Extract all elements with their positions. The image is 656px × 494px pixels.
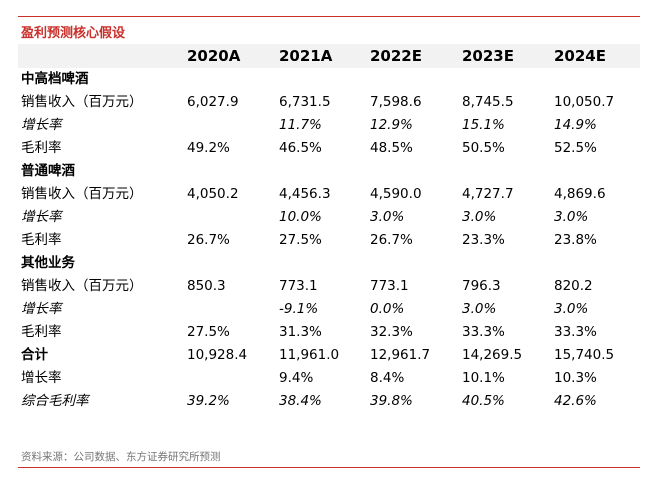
table-cell: 4,727.7 [462, 186, 514, 202]
table-cell: 7,598.6 [370, 94, 422, 110]
table-cell: 820.2 [554, 278, 593, 294]
table-cell: 15,740.5 [554, 347, 615, 363]
table-cell: 3.0% [554, 209, 589, 225]
table-cell: 27.5% [279, 232, 322, 248]
table-cell: 12,961.7 [370, 347, 431, 363]
row-label: 中高档啤酒 [21, 71, 89, 87]
table-cell: 14.9% [554, 117, 597, 133]
table-row: 其他业务 [18, 252, 640, 275]
table-cell: 8.4% [370, 370, 405, 386]
table-cell: 15.1% [462, 117, 505, 133]
table-cell: 32.3% [370, 324, 413, 340]
table-title: 盈利预测核心假设 [21, 26, 126, 41]
table-cell: 773.1 [279, 278, 318, 294]
table-cell: 27.5% [187, 324, 230, 340]
forecast-table: 2020A 2021A 2022E 2023E 2024E 中高档啤酒销售收入（… [18, 44, 640, 413]
table-row: 增长率 -9.1% 0.0% 3.0% 3.0% [18, 298, 640, 321]
table-cell: 33.3% [554, 324, 597, 340]
table-cell: 42.6% [554, 393, 597, 409]
table-cell: 0.0% [370, 301, 405, 317]
row-label: 销售收入（百万元） [21, 94, 143, 110]
table-cell: 39.8% [370, 393, 413, 409]
row-label: 毛利率 [21, 324, 62, 340]
table-cell: 10.3% [554, 370, 597, 386]
table-row: 中高档啤酒 [18, 68, 640, 91]
table-cell: 796.3 [462, 278, 501, 294]
table-cell: 773.1 [370, 278, 409, 294]
table-cell: 33.3% [462, 324, 505, 340]
table-cell: 26.7% [187, 232, 230, 248]
table-cell: 3.0% [554, 301, 589, 317]
table-cell: 46.5% [279, 140, 322, 156]
table-cell: 38.4% [279, 393, 322, 409]
row-label: 销售收入（百万元） [21, 278, 143, 294]
row-label: 增长率 [21, 209, 62, 225]
table-cell: 6,027.9 [187, 94, 239, 110]
column-header: 2020A [187, 47, 241, 65]
table-cell: 12.9% [370, 117, 413, 133]
row-label: 综合毛利率 [21, 393, 89, 409]
table-cell: 39.2% [187, 393, 230, 409]
table-cell: 10.1% [462, 370, 505, 386]
table-cell: 4,050.2 [187, 186, 239, 202]
column-header: 2023E [462, 47, 514, 65]
table-cell: 4,869.6 [554, 186, 606, 202]
table-cell: 40.5% [462, 393, 505, 409]
table-cell: 850.3 [187, 278, 226, 294]
table-row: 毛利率 49.2% 46.5% 48.5% 50.5% 52.5% [18, 137, 640, 160]
table-cell: 4,590.0 [370, 186, 422, 202]
table-row: 普通啤酒 [18, 160, 640, 183]
table-row: 增长率 10.0% 3.0% 3.0% 3.0% [18, 206, 640, 229]
table-row: 合计 10,928.4 11,961.0 12,961.7 14,269.5 15,740… [18, 344, 640, 367]
table-cell: 10,928.4 [187, 347, 248, 363]
table-cell: 9.4% [279, 370, 314, 386]
table-cell: 14,269.5 [462, 347, 523, 363]
table-header-row: 2020A 2021A 2022E 2023E 2024E [18, 44, 640, 68]
table-row: 综合毛利率 39.2% 38.4% 39.8% 40.5% 42.6% [18, 390, 640, 413]
table-row: 销售收入（百万元） 850.3 773.1 773.1 796.3 820.2 [18, 275, 640, 298]
table-cell: 10,050.7 [554, 94, 615, 110]
table-cell: 23.3% [462, 232, 505, 248]
table-row: 毛利率 26.7% 27.5% 26.7% 23.3% 23.8% [18, 229, 640, 252]
top-divider [18, 16, 640, 17]
row-label: 普通啤酒 [21, 163, 75, 179]
table-row: 销售收入（百万元） 6,027.9 6,731.5 7,598.6 8,745.5 10,… [18, 91, 640, 114]
bottom-divider [18, 467, 640, 468]
column-header: 2024E [554, 47, 606, 65]
table-cell: 4,456.3 [279, 186, 331, 202]
table-cell: 31.3% [279, 324, 322, 340]
row-label: 其他业务 [21, 255, 75, 271]
table-cell: 50.5% [462, 140, 505, 156]
table-cell: 10.0% [279, 209, 322, 225]
row-label: 增长率 [21, 117, 62, 133]
row-label: 销售收入（百万元） [21, 186, 143, 202]
table-cell: 3.0% [462, 209, 497, 225]
table-body: 中高档啤酒销售收入（百万元） 6,027.9 6,731.5 7,598.6 8,745… [18, 68, 640, 413]
table-cell: 6,731.5 [279, 94, 331, 110]
table-row: 毛利率 27.5% 31.3% 32.3% 33.3% 33.3% [18, 321, 640, 344]
table-cell: 8,745.5 [462, 94, 514, 110]
table-cell: 26.7% [370, 232, 413, 248]
table-cell: 3.0% [370, 209, 405, 225]
row-label: 毛利率 [21, 140, 62, 156]
table-row: 增长率 11.7% 12.9% 15.1% 14.9% [18, 114, 640, 137]
row-label: 合计 [21, 347, 48, 363]
row-label: 增长率 [21, 301, 62, 317]
table-row: 销售收入（百万元） 4,050.2 4,456.3 4,590.0 4,727.7 4,8… [18, 183, 640, 206]
table-cell: 3.0% [462, 301, 497, 317]
table-cell: 11,961.0 [279, 347, 340, 363]
table-cell: -9.1% [279, 301, 319, 317]
column-header: 2022E [370, 47, 422, 65]
source-note: 资料来源：公司数据、东方证券研究所预测 [21, 451, 221, 463]
table-cell: 11.7% [279, 117, 322, 133]
table-cell: 49.2% [187, 140, 230, 156]
table-row: 增长率 9.4% 8.4% 10.1% 10.3% [18, 367, 640, 390]
row-label: 增长率 [21, 370, 62, 386]
table-cell: 23.8% [554, 232, 597, 248]
table-cell: 48.5% [370, 140, 413, 156]
column-header: 2021A [279, 47, 333, 65]
table-cell: 52.5% [554, 140, 597, 156]
row-label: 毛利率 [21, 232, 62, 248]
